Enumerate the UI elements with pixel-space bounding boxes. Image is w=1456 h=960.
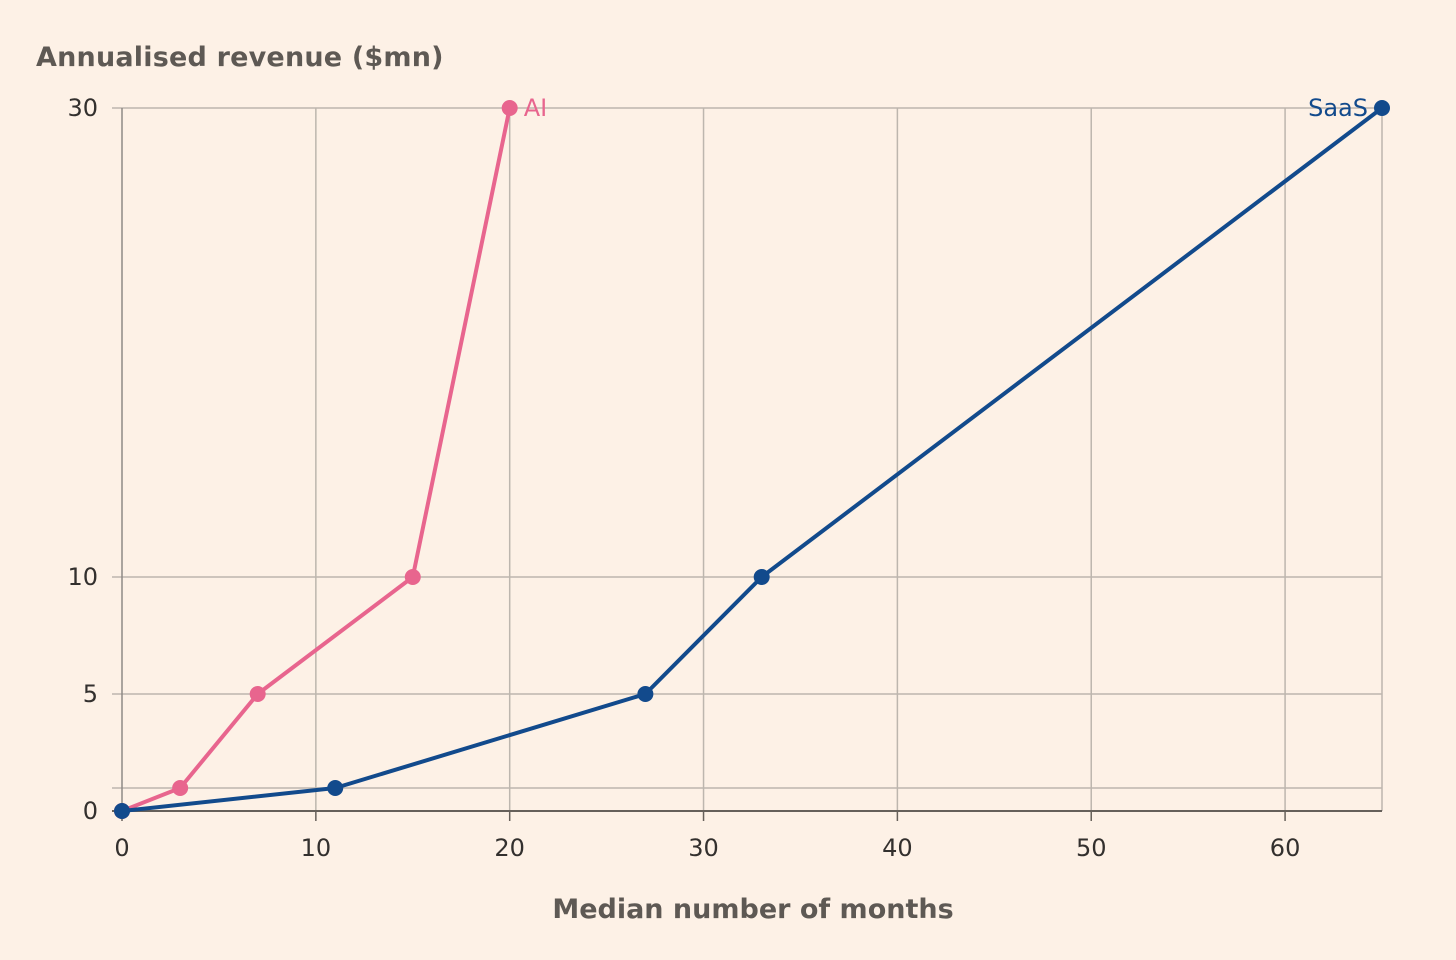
series-labels: AI SaaS (524, 94, 1368, 122)
axes: 0 10 20 30 40 50 60 0 5 10 30 (67, 94, 1382, 862)
data-point-ai (501, 100, 518, 116)
x-tick-label: 20 (494, 834, 525, 862)
series-line-saas (120, 106, 1384, 813)
y-tick-label: 5 (83, 680, 98, 708)
x-tick-label: 40 (882, 834, 913, 862)
y-axis-title: Annualised revenue ($mn) (36, 42, 444, 73)
data-point-saas (637, 686, 654, 702)
data-point-saas (114, 803, 130, 819)
x-axis-title: Median number of months (552, 894, 954, 925)
grid (112, 107, 1383, 811)
x-tick-label: 50 (1076, 834, 1107, 862)
y-tick-label: 30 (67, 94, 98, 122)
data-point-saas (1374, 100, 1390, 116)
data-point-saas (753, 569, 770, 585)
series-group (114, 100, 1390, 819)
x-tick-label: 60 (1270, 834, 1301, 862)
x-tick-label: 0 (114, 834, 129, 862)
y-tick-label: 10 (67, 563, 98, 591)
data-point-ai (172, 780, 189, 796)
x-tick-label: 10 (301, 834, 332, 862)
data-point-ai (249, 686, 266, 702)
data-point-ai (404, 569, 421, 585)
x-tick-label: 30 (688, 834, 719, 862)
series-label-ai: AI (524, 94, 548, 122)
y-tick-label: 0 (83, 797, 98, 825)
data-point-saas (327, 780, 344, 796)
series-label-saas: SaaS (1308, 94, 1368, 122)
